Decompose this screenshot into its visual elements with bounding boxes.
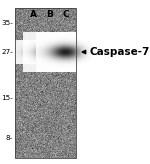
Bar — [15, 8, 76, 158]
Text: B: B — [46, 10, 53, 19]
Text: 8-: 8- — [6, 135, 13, 141]
Text: 35-: 35- — [1, 20, 13, 26]
Text: Caspase-7: Caspase-7 — [90, 47, 150, 57]
Text: 27-: 27- — [1, 49, 13, 55]
Text: A: A — [30, 10, 36, 19]
Text: 15-: 15- — [1, 95, 13, 101]
Text: C: C — [63, 10, 69, 19]
